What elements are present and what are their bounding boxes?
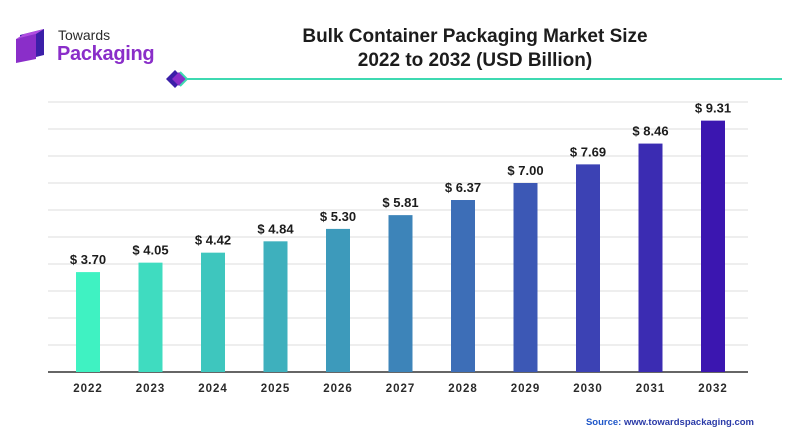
value-label-2023: $ 4.05 (132, 243, 168, 258)
value-label-2022: $ 3.70 (70, 252, 106, 267)
x-tick-label-2029: 2029 (511, 383, 541, 395)
bar-2027 (388, 215, 413, 372)
source-note: Source: www.towardspackaging.com (586, 417, 754, 428)
value-label-2028: $ 6.37 (445, 180, 481, 195)
x-tick-label-2023: 2023 (136, 383, 166, 395)
value-label-2032: $ 9.31 (695, 101, 731, 116)
bar-2022 (76, 272, 100, 372)
logo-text-packaging: Packaging (57, 43, 155, 65)
x-tick-label-2030: 2030 (573, 383, 603, 395)
value-label-2025: $ 4.84 (257, 221, 294, 236)
x-tick-label-2027: 2027 (386, 383, 416, 395)
bar-2023 (138, 262, 163, 372)
value-labels-group: $ 3.70 $ 4.05 $ 4.42 $ 4.84 $ 5.30 $ 5.81 $ 6.… (70, 101, 731, 267)
bar-2025 (263, 241, 288, 372)
x-tick-label-2032: 2032 (698, 383, 728, 395)
x-tick-label-2026: 2026 (323, 383, 353, 395)
bar-2028 (451, 200, 475, 372)
value-label-2026: $ 5.30 (320, 209, 356, 224)
bar-2030 (576, 164, 600, 372)
value-label-2029: $ 7.00 (507, 163, 543, 178)
source-label: Source: (585, 417, 622, 428)
logo-mark-icon (16, 29, 44, 63)
bar-2032 (701, 120, 725, 372)
x-tick-label-2024: 2024 (198, 383, 228, 395)
value-label-2027: $ 5.81 (382, 195, 418, 210)
value-label-2031: $ 8.46 (632, 124, 668, 139)
source-url: www.towardspackaging.com (623, 417, 754, 428)
bar-2029 (513, 183, 538, 372)
bar-2024 (201, 252, 225, 372)
title-divider (166, 70, 782, 88)
x-tick-label-2022: 2022 (73, 383, 103, 395)
x-axis-labels-group: 2022 2023 2024 2025 2026 2027 2028 2029 2030 2031… (73, 383, 728, 395)
logo-text-towards: Towards (58, 27, 111, 43)
x-tick-label-2031: 2031 (636, 383, 666, 395)
x-tick-label-2025: 2025 (261, 383, 291, 395)
bar-2031 (638, 143, 663, 372)
chart-title: Bulk Container Packaging Market Size (302, 26, 648, 47)
bar-2026 (326, 228, 350, 372)
x-tick-label-2028: 2028 (448, 383, 478, 395)
value-label-2030: $ 7.69 (570, 144, 606, 159)
brand-logo: Towards Packaging (14, 22, 155, 68)
value-label-2024: $ 4.42 (195, 233, 231, 248)
chart-subtitle: 2022 to 2032 (USD Billion) (357, 50, 593, 71)
bars-group (76, 120, 725, 372)
